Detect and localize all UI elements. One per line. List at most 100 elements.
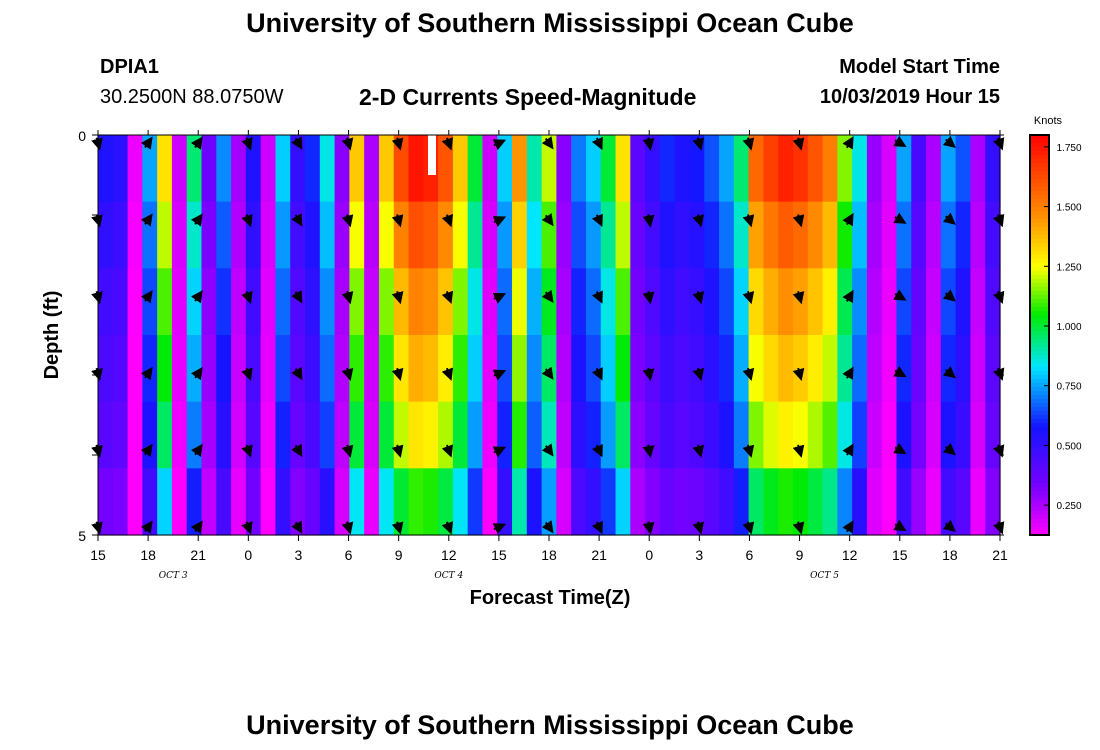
colorbar-segment (1030, 531, 1049, 536)
heatmap-cell (719, 268, 735, 336)
current-vector (391, 214, 404, 228)
heatmap-cell (408, 468, 424, 536)
x-axis-title: Forecast Time(Z) (470, 587, 631, 609)
colorbar-segment (1030, 359, 1049, 364)
heatmap-cell (467, 135, 484, 203)
heatmap-cell (763, 335, 779, 403)
heatmap-cell (674, 401, 691, 469)
heatmap-cell (674, 201, 691, 269)
heatmap-cell (497, 335, 513, 403)
heatmap-cell (571, 201, 587, 269)
heatmap-cell (733, 401, 750, 469)
heatmap-cell (674, 335, 691, 403)
x-tick-label: 9 (395, 547, 403, 563)
colorbar-segment (1030, 319, 1049, 324)
current-vector (742, 291, 755, 305)
colorbar-segment (1030, 259, 1049, 264)
current-vector (742, 521, 755, 535)
heatmap-cell (364, 268, 380, 336)
current-vector (441, 444, 454, 458)
heatmap-cell (556, 335, 572, 403)
heatmap-cell (778, 268, 794, 336)
current-vector (591, 290, 603, 304)
colorbar: 0.250 0.500 0.750 1.000 1.250 1.500 1.750 (1029, 134, 1082, 536)
heatmap-cell (482, 401, 498, 469)
colorbar-segment (1030, 335, 1049, 340)
x-tick-label: 15 (90, 547, 106, 563)
colorbar-frame (1029, 134, 1050, 536)
x-tick-label: 6 (345, 547, 353, 563)
current-vector (241, 137, 253, 151)
heatmap-cell (393, 268, 410, 336)
heatmap-cell (275, 135, 291, 203)
heatmap-cell (98, 401, 114, 469)
heatmap-cell (290, 135, 306, 203)
heatmap-cell (334, 401, 350, 469)
colorbar-segment (1030, 491, 1049, 496)
current-vector (942, 442, 956, 456)
x-tick-label: 18 (942, 547, 958, 563)
current-vector (291, 443, 303, 458)
current-vector (241, 213, 253, 228)
current-vector (642, 521, 655, 535)
current-vector (591, 520, 603, 535)
heatmap-cell (926, 135, 942, 203)
colorbar-segment (1030, 395, 1049, 400)
heatmap-cell (201, 335, 217, 403)
heatmap-cell (231, 401, 247, 469)
current-vector (190, 213, 203, 227)
colorbar-segment (1030, 327, 1049, 332)
heatmap-cell (142, 468, 158, 536)
heatmap-cell (186, 135, 203, 203)
colorbar-segment (1030, 323, 1049, 328)
heatmap-cell (231, 135, 247, 203)
heatmap-cell (290, 335, 306, 403)
heatmap-cell (970, 135, 986, 203)
heatmap-cell (378, 135, 395, 203)
heatmap-cell (127, 335, 143, 403)
heatmap-cell (674, 135, 691, 203)
heatmap-cell (822, 401, 838, 469)
current-vector (190, 520, 203, 534)
heatmap-cell (408, 401, 424, 469)
colorbar-segment (1030, 447, 1049, 452)
heatmap-cell (526, 401, 543, 469)
heatmap-cell (334, 201, 350, 269)
heatmap-cell (452, 268, 469, 336)
heatmap-cell (571, 468, 587, 536)
heatmap-cell (319, 335, 336, 403)
heatmap-cell (245, 135, 262, 203)
heatmap-cell (319, 135, 336, 203)
heatmap-cell (704, 135, 720, 203)
heatmap-cell (704, 468, 720, 536)
colorbar-segment (1030, 207, 1049, 212)
colorbar-segment (1030, 467, 1049, 472)
heatmap-cell (807, 201, 824, 269)
current-vector (842, 443, 854, 457)
heatmap-cell (940, 468, 957, 536)
heatmap-cell (497, 401, 513, 469)
heatmap-cell (438, 335, 454, 403)
current-vector (341, 137, 354, 151)
heatmap-cell (807, 401, 824, 469)
heatmap-cell (526, 135, 543, 203)
heatmap-cell (482, 201, 498, 269)
heatmap-cell (231, 268, 247, 336)
heatmap-cell (926, 468, 942, 536)
heatmap-cell (112, 468, 129, 536)
heatmap-cell (408, 135, 424, 203)
heatmap-cell (571, 268, 587, 336)
current-vector (942, 366, 956, 379)
heatmap-cell (837, 135, 853, 203)
current-vector (942, 212, 956, 225)
heatmap-cell (852, 268, 868, 336)
colorbar-segment (1030, 211, 1049, 216)
heatmap-cell (541, 335, 557, 403)
heatmap-cell (142, 335, 158, 403)
colorbar-segment (1030, 399, 1049, 404)
heatmap-cell (822, 201, 838, 269)
current-vector (341, 291, 354, 305)
heatmap-cell (408, 201, 424, 269)
heatmap-cell (393, 201, 410, 269)
